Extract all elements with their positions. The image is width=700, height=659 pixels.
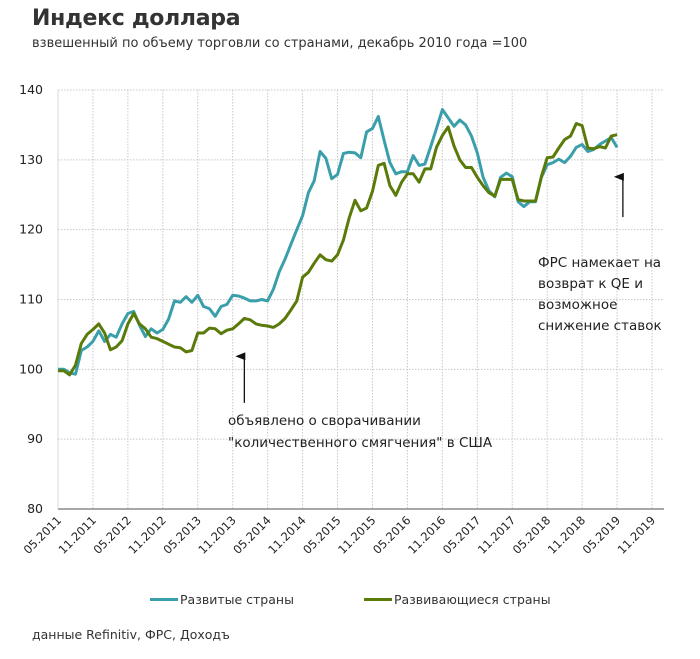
series-line-emerging (58, 122, 618, 377)
data-source: данные Refinitiv, ФРС, Доходъ (32, 627, 230, 642)
legend-swatch-developed (150, 598, 178, 601)
y-tick-label: 120 (19, 222, 43, 237)
annotation-text-line: возврат к QE и (538, 276, 643, 292)
annotation-text-line: снижение ставок (538, 318, 662, 334)
annotation-text-line: объявлено о сворачивании (228, 413, 421, 429)
legend-label-emerging: Развивающиеся страны (393, 592, 551, 607)
annotations: объявлено о сворачивании "количественного… (228, 172, 662, 451)
legend-item-developed[interactable]: Развитые страны (150, 592, 294, 607)
y-tick-label: 130 (19, 152, 43, 167)
y-tick-label: 110 (19, 292, 43, 307)
y-tick-label: 90 (27, 431, 43, 446)
series-lines (58, 108, 619, 377)
chart-subtitle: взвешенный по объему торговли со странам… (32, 36, 528, 51)
legend-swatch-emerging (363, 598, 392, 601)
annotation-text-line: ФРС намекает на (538, 255, 661, 271)
x-tick-label: 11.2019 (615, 513, 659, 557)
legend-label-developed: Развитые страны (180, 592, 294, 607)
annotation-text-line: "количественного смягчения" в США (228, 435, 493, 451)
y-axis-ticks: 80 90 100 110 120 130 140 (19, 82, 43, 516)
chart-title: Индекс доллара (32, 6, 241, 31)
series-line-developed (58, 108, 619, 376)
y-tick-label: 140 (19, 82, 43, 97)
annotation-text-line: возможное (538, 297, 617, 313)
legend-item-emerging[interactable]: Развивающиеся страны (363, 592, 551, 607)
legend: Развитые страны Развивающиеся страны (150, 592, 551, 607)
y-tick-label: 80 (27, 501, 43, 516)
y-tick-label: 100 (19, 361, 43, 376)
x-axis-ticks: 05.201111.201105.201211.201205.201311.20… (21, 513, 659, 557)
